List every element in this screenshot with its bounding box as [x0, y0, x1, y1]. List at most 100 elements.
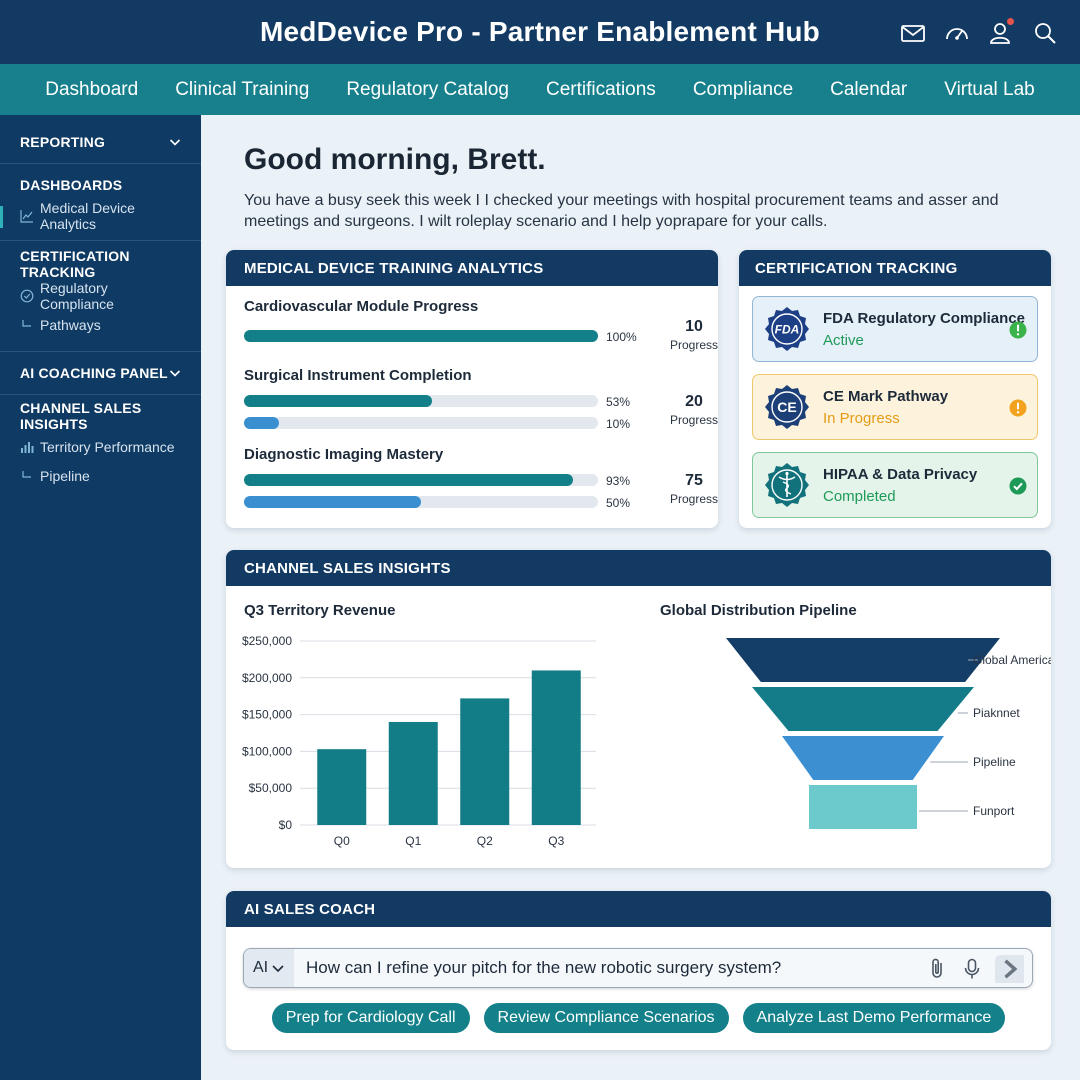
bar[interactable]: [531, 670, 581, 825]
stat-label: Progress: [669, 338, 718, 352]
funnel-stage-label: Global America: [973, 653, 1051, 667]
sidebar-item-pathways[interactable]: Pathways: [20, 310, 181, 339]
sidebar-item-pipeline[interactable]: Pipeline: [20, 461, 181, 490]
mail-icon[interactable]: [900, 20, 926, 46]
sidebar-head-ai-coaching-panel[interactable]: AI COACHING PANEL: [20, 352, 181, 394]
bar[interactable]: [460, 698, 510, 825]
ai-mode-select[interactable]: AI: [244, 949, 294, 987]
module-diagnostic: Diagnostic Imaging Mastery 93% 50% 75 Pr…: [244, 446, 718, 516]
sidebar-item-territory-performance[interactable]: Territory Performance: [20, 432, 181, 461]
greeting-title: Good morning, Brett.: [244, 143, 546, 176]
bar[interactable]: [388, 721, 438, 825]
sidebar-item-label: Pathways: [40, 316, 101, 333]
stat-label: Progress: [669, 413, 718, 427]
cert-status: Completed: [823, 488, 896, 505]
funnel-stage[interactable]: [782, 736, 944, 780]
tab-compliance[interactable]: Compliance: [692, 78, 794, 100]
check-icon: [1009, 477, 1027, 495]
funnel-stage[interactable]: [726, 638, 1000, 682]
funnel-stage-label: Funport: [973, 804, 1015, 818]
cert-item-hipaa[interactable]: HIPAA & Data Privacy Completed: [752, 452, 1038, 518]
ai-prompt-field[interactable]: AI How can I refine your pitch for the n…: [243, 948, 1033, 988]
progress-percent: 50%: [606, 496, 631, 510]
progress-bar: [244, 330, 598, 342]
card-title: CERTIFICATION TRACKING: [739, 250, 1051, 286]
chevron-down-icon: [169, 370, 181, 377]
send-arrow-icon[interactable]: [994, 955, 1024, 983]
caduceus-seal-icon: [765, 463, 809, 507]
cert-item-ce[interactable]: CE CE Mark Pathway In Progress: [752, 374, 1038, 440]
active-indicator: [0, 206, 3, 228]
fda-seal-icon: FDA: [765, 307, 809, 351]
sub-item-icon: [22, 319, 31, 327]
ai-sales-coach-card: AI SALES COACH AI How can I refine your …: [226, 891, 1051, 1050]
ai-mode-label: AI: [252, 959, 269, 976]
sub-item-icon: [22, 470, 31, 478]
main-nav: Dashboard Clinical Training Regulatory C…: [0, 64, 1080, 115]
funnel-stage[interactable]: [752, 687, 974, 731]
x-tick-label: Q1: [405, 834, 421, 848]
funnel-chart-title: Global Distribution Pipeline: [660, 602, 857, 619]
speedometer-icon[interactable]: [944, 20, 970, 46]
app-title: MedDevice Pro - Partner Enablement Hub: [260, 16, 820, 47]
sidebar-head-label: CHANNEL SALES INSIGHTS: [20, 400, 142, 432]
sidebar: REPORTING DASHBOARDS Medical Device Anal…: [0, 115, 201, 1080]
tab-virtual-lab[interactable]: Virtual Lab: [944, 78, 1035, 100]
sidebar-section-ai-coaching: AI COACHING PANEL: [0, 352, 201, 395]
paperclip-icon[interactable]: [926, 957, 950, 981]
cert-status: In Progress: [823, 410, 900, 427]
certification-tracking-card: CERTIFICATION TRACKING FDA FDA Regulator…: [739, 250, 1051, 528]
module-stat: 10 Progress: [649, 318, 718, 352]
greeting-text: You have a busy seek this week I I check…: [244, 192, 999, 230]
header-icons: [900, 18, 1058, 46]
sidebar-head-label: AI COACHING PANEL: [20, 365, 168, 381]
stat-value: 75: [685, 472, 703, 489]
sidebar-section-dashboards: DASHBOARDS Medical Device Analytics: [0, 164, 201, 241]
distribution-funnel-chart: Global America Piaknnet Pipeline Funport: [726, 638, 1051, 829]
sidebar-head-channel-sales-insights[interactable]: CHANNEL SALES INSIGHTS: [20, 395, 181, 437]
progress-fill: [244, 395, 432, 407]
progress-percent: 53%: [606, 395, 631, 409]
sidebar-head-certification-tracking[interactable]: CERTIFICATION TRACKING: [20, 241, 181, 287]
progress-percent: 10%: [606, 417, 631, 431]
sidebar-head-reporting[interactable]: REPORTING: [20, 121, 181, 163]
sidebar-item-label: Regulatory Compliance: [40, 279, 114, 312]
funnel-stage[interactable]: [809, 785, 917, 829]
tab-regulatory-catalog[interactable]: Regulatory Catalog: [346, 78, 509, 100]
x-tick-label: Q3: [548, 834, 564, 848]
chip-review-compliance-scenarios[interactable]: Review Compliance Scenarios: [483, 1003, 729, 1033]
sidebar-item-medical-device-analytics[interactable]: Medical Device Analytics: [20, 199, 181, 232]
microphone-icon[interactable]: [960, 957, 984, 981]
funnel-stage-label: Pipeline: [973, 755, 1016, 769]
chip-prep-cardiology-call[interactable]: Prep for Cardiology Call: [271, 1003, 470, 1033]
sidebar-head-label: CERTIFICATION TRACKING: [20, 248, 130, 280]
suggestion-chips: Prep for Cardiology Call Review Complian…: [226, 1003, 1051, 1033]
tab-calendar[interactable]: Calendar: [830, 78, 908, 100]
sidebar-item-label: Pipeline: [40, 467, 90, 484]
bar[interactable]: [317, 749, 367, 825]
cert-item-fda[interactable]: FDA FDA Regulatory Compliance Active: [752, 296, 1038, 362]
tab-dashboard[interactable]: Dashboard: [45, 78, 139, 100]
training-analytics-card: MEDICAL DEVICE TRAINING ANALYTICS Cardio…: [226, 250, 718, 528]
progress-fill: [244, 417, 280, 429]
chip-analyze-last-demo[interactable]: Analyze Last Demo Performance: [742, 1003, 1006, 1033]
cert-status: Active: [823, 332, 864, 349]
search-icon[interactable]: [1032, 20, 1058, 46]
line-chart-icon: [20, 209, 33, 223]
channel-sales-card: CHANNEL SALES INSIGHTS Q3 Territory Reve…: [226, 550, 1051, 868]
sidebar-head-label: DASHBOARDS: [20, 177, 123, 193]
progress-bar: [244, 395, 598, 407]
sidebar-head-dashboards[interactable]: DASHBOARDS: [20, 164, 181, 206]
tab-clinical-training[interactable]: Clinical Training: [175, 78, 310, 100]
cert-title: HIPAA & Data Privacy: [823, 466, 978, 483]
sidebar-head-label: REPORTING: [20, 134, 106, 150]
ai-prompt-text[interactable]: How can I refine your pitch for the new …: [306, 958, 782, 977]
sidebar-item-regulatory-compliance[interactable]: Regulatory Compliance: [20, 279, 181, 312]
sidebar-item-label: Medical Device Analytics: [40, 199, 135, 232]
stat-label: Progress: [669, 492, 718, 506]
tab-certifications[interactable]: Certifications: [545, 78, 656, 100]
progress-bar: [244, 417, 598, 429]
y-tick-label: $200,000: [242, 671, 292, 685]
user-icon[interactable]: [988, 18, 1014, 46]
module-stat: 20 Progress: [649, 393, 718, 427]
